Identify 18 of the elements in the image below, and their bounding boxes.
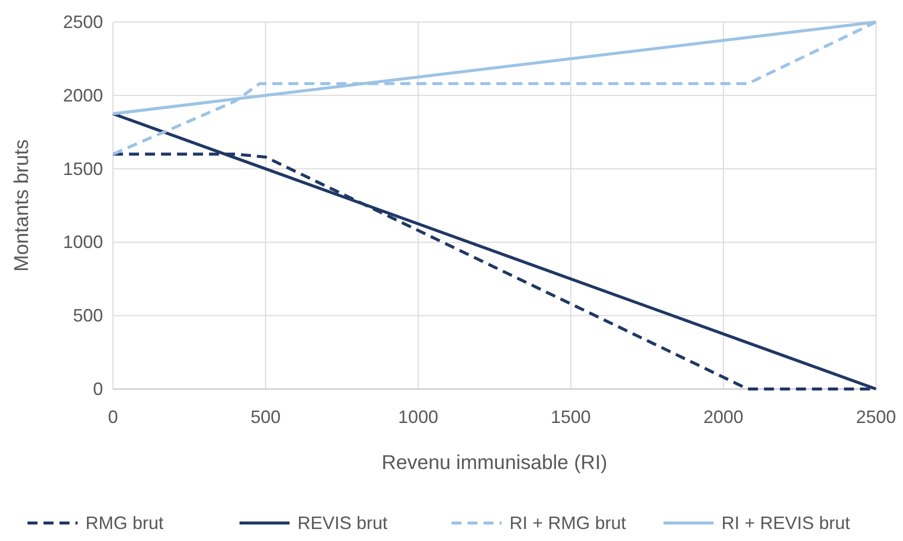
y-tick-label: 2000 [62,85,103,106]
x-tick-label: 1500 [550,407,591,427]
legend-label: RI + RMG brut [510,513,626,533]
y-tick-label: 500 [72,306,103,326]
y-tick-label: 2500 [62,12,103,32]
y-tick-label: 1500 [62,158,103,179]
x-tick-label: 1000 [398,407,438,427]
x-tick-label: 500 [250,407,281,427]
legend-label: RI + REVIS brut [722,513,850,533]
x-axis-title: Revenu immunisable (RI) [382,452,608,474]
legend-label: RMG brut [86,513,164,533]
y-tick-label: 0 [92,379,103,399]
legend-label: REVIS brut [298,513,388,533]
x-tick-label: 0 [108,407,118,427]
x-tick-label: 2500 [856,407,896,427]
y-tick-label: 1000 [62,232,103,252]
y-axis-title: Montants bruts [11,139,33,272]
x-tick-label: 2000 [703,407,744,427]
